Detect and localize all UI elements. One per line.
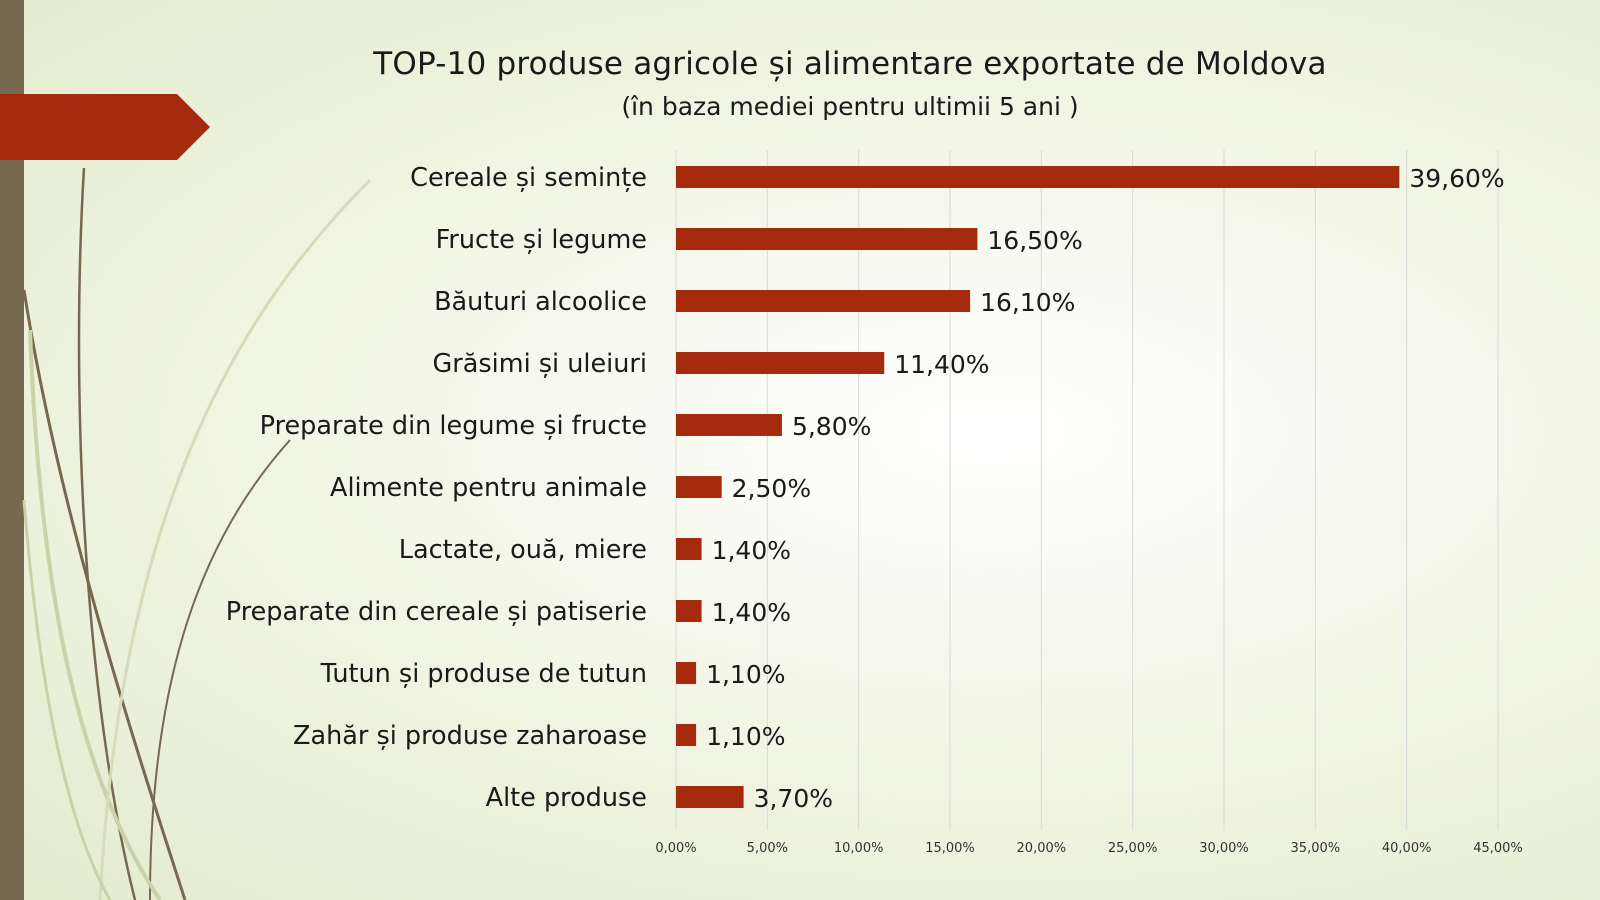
category-label: Tutun și produse de tutun bbox=[320, 659, 647, 689]
category-label: Alte produse bbox=[486, 783, 647, 813]
bar bbox=[676, 290, 971, 312]
x-tick-label: 40,00% bbox=[1382, 841, 1432, 856]
x-tick-label: 15,00% bbox=[925, 841, 975, 856]
category-label: Preparate din cereale și patiserie bbox=[226, 597, 647, 627]
bar bbox=[676, 166, 1400, 188]
category-label: Lactate, ouă, miere bbox=[399, 535, 647, 565]
bar bbox=[676, 662, 697, 684]
category-label: Preparate din legume și fructe bbox=[260, 411, 647, 441]
x-tick-label: 30,00% bbox=[1199, 841, 1249, 856]
category-label: Grăsimi și uleiuri bbox=[433, 349, 648, 379]
red-arrow-tab bbox=[0, 94, 210, 160]
data-label: 16,10% bbox=[980, 288, 1075, 317]
data-label: 16,50% bbox=[987, 226, 1082, 255]
data-label: 5,80% bbox=[792, 412, 871, 441]
chart-title: TOP-10 produse agricole și alimentare ex… bbox=[373, 46, 1327, 82]
bar bbox=[676, 352, 885, 374]
x-tick-label: 20,00% bbox=[1017, 841, 1067, 856]
bar bbox=[676, 600, 702, 622]
data-label: 1,10% bbox=[706, 722, 785, 751]
x-tick-label: 45,00% bbox=[1473, 841, 1523, 856]
x-tick-label: 35,00% bbox=[1291, 841, 1341, 856]
data-label: 2,50% bbox=[732, 474, 811, 503]
category-label: Fructe și legume bbox=[436, 225, 647, 255]
data-label: 39,60% bbox=[1409, 164, 1504, 193]
x-tick-label: 25,00% bbox=[1108, 841, 1158, 856]
bar bbox=[676, 538, 702, 560]
data-label: 1,10% bbox=[706, 660, 785, 689]
data-label: 3,70% bbox=[754, 784, 833, 813]
data-label: 1,40% bbox=[712, 536, 791, 565]
category-label: Cereale și semințe bbox=[410, 163, 647, 193]
bar bbox=[676, 228, 978, 250]
bar bbox=[676, 724, 697, 746]
bar bbox=[676, 476, 722, 498]
bar bbox=[676, 786, 744, 808]
x-tick-label: 5,00% bbox=[747, 841, 788, 856]
x-tick-label: 0,00% bbox=[655, 841, 696, 856]
bar bbox=[676, 414, 782, 436]
data-label: 11,40% bbox=[894, 350, 989, 379]
category-label: Zahăr și produse zaharoase bbox=[293, 721, 647, 751]
chart-subtitle: (în baza mediei pentru ultimii 5 ani ) bbox=[621, 92, 1079, 121]
category-label: Alimente pentru animale bbox=[330, 473, 647, 503]
x-tick-label: 10,00% bbox=[834, 841, 884, 856]
category-label: Băuturi alcoolice bbox=[434, 287, 647, 317]
data-label: 1,40% bbox=[712, 598, 791, 627]
